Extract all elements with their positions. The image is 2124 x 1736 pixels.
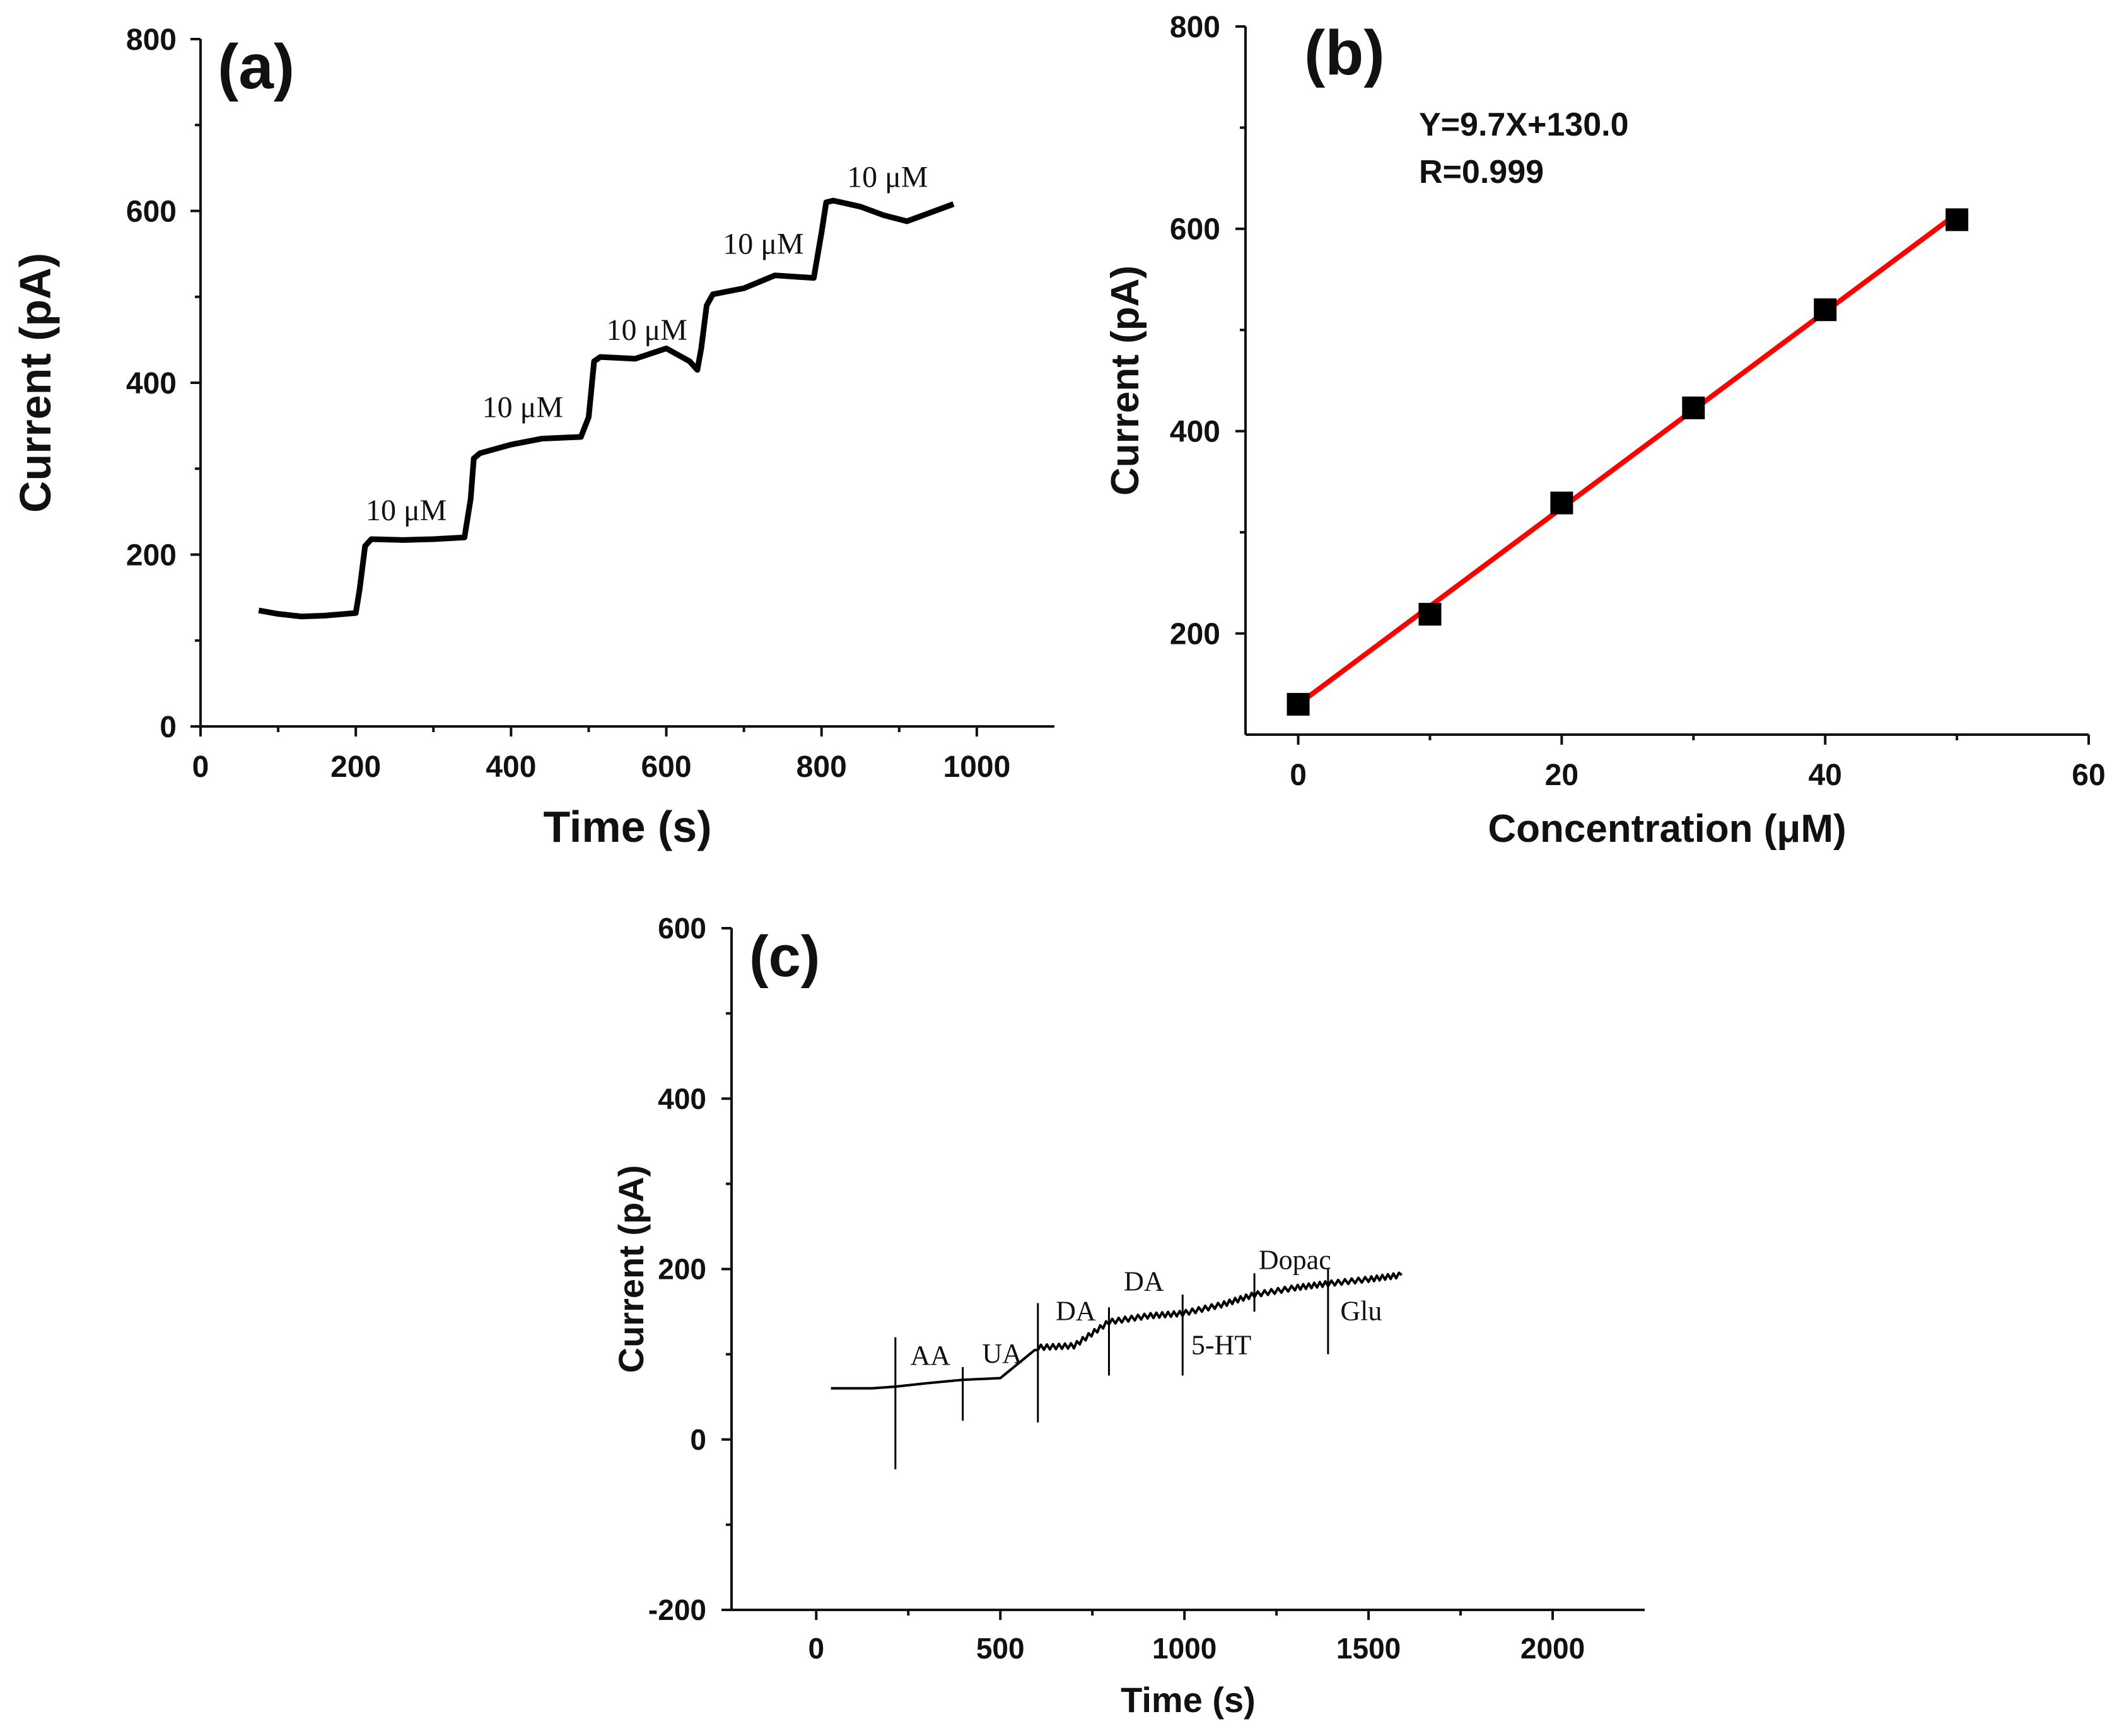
data-point [1287,692,1310,716]
x-tick-label: 0 [808,1632,824,1665]
x-tick-label: 1000 [1152,1632,1217,1665]
analyte-annotation: Dopac [1259,1245,1331,1276]
step-annotation: 10 μM [607,313,687,347]
x-tick-label: 1500 [1336,1632,1401,1665]
step-annotation: 10 μM [482,391,563,424]
y-tick-label: 400 [658,1082,706,1115]
y-tick-label: 0 [690,1423,706,1456]
step-annotation: 10 μM [366,494,446,527]
panel-c-chart: 0 500 1000 1500 2000 -200 0 200 400 600 Time (s) Cu… [611,912,1645,1720]
panel-label: (a) [218,32,295,102]
series-line [831,1271,1403,1390]
fit-r-value: R=0.999 [1419,154,1544,190]
x-tick-label: 400 [486,750,536,784]
y-tick-label: 800 [126,23,177,57]
x-tick-label: 800 [796,750,847,784]
x-tick-label: 2000 [1520,1632,1585,1665]
panel-b-chart: 0 20 40 60 200 400 600 800 Concentration (μM) Cur… [1104,11,2106,851]
panel-a-chart: 0 200 400 600 800 1000 0 200 400 600 800 Time (s) Cu… [11,23,1054,851]
series-line [258,197,955,620]
data-point [1682,396,1705,419]
y-axis-title: Current (pA) [611,1165,651,1373]
x-tick-label: 20 [1545,759,1578,792]
y-tick-label: 400 [1170,416,1220,449]
analyte-annotation: Glu [1340,1296,1382,1327]
y-tick-label: -200 [648,1593,706,1626]
fit-equation: Y=9.7X+130.0 [1419,107,1629,143]
x-tick-label: 600 [641,750,691,784]
step-annotation: 10 μM [847,160,928,194]
panel-label: (b) [1304,18,1385,88]
panel-label: (c) [749,924,820,989]
x-tick-label: 60 [2072,759,2105,792]
y-axis-title: Current (pA) [11,253,60,513]
x-axis-title: Time (s) [543,802,711,851]
analyte-annotation: AA [911,1340,951,1371]
y-axis-title: Current (pA) [1104,265,1147,496]
x-tick-label: 200 [330,750,381,784]
step-annotation: 10 μM [723,228,803,261]
analyte-annotation: 5-HT [1191,1330,1251,1361]
x-tick-label: 0 [1290,759,1307,792]
y-tick-label: 200 [658,1253,706,1286]
analyte-annotation: DA [1056,1296,1096,1327]
data-point [1946,208,1969,231]
analyte-annotation: UA [982,1338,1022,1369]
x-tick-label: 40 [1808,759,1841,792]
fit-line [1297,211,1959,707]
y-tick-label: 600 [658,912,706,945]
x-tick-label: 500 [976,1632,1025,1665]
y-tick-label: 200 [126,539,177,572]
y-tick-label: 400 [126,367,177,400]
y-tick-label: 600 [126,195,177,228]
x-axis-title: Concentration (μM) [1488,807,1846,851]
x-axis-title: Time (s) [1121,1680,1256,1720]
y-tick-label: 0 [160,711,177,744]
x-tick-label: 0 [192,750,209,784]
data-point [1418,603,1442,626]
y-tick-label: 200 [1170,617,1220,651]
y-tick-label: 800 [1170,11,1220,44]
data-point [1814,298,1837,322]
analyte-annotation: DA [1124,1266,1164,1296]
x-tick-label: 1000 [943,750,1011,784]
y-tick-label: 600 [1170,213,1220,247]
data-point [1550,491,1573,515]
